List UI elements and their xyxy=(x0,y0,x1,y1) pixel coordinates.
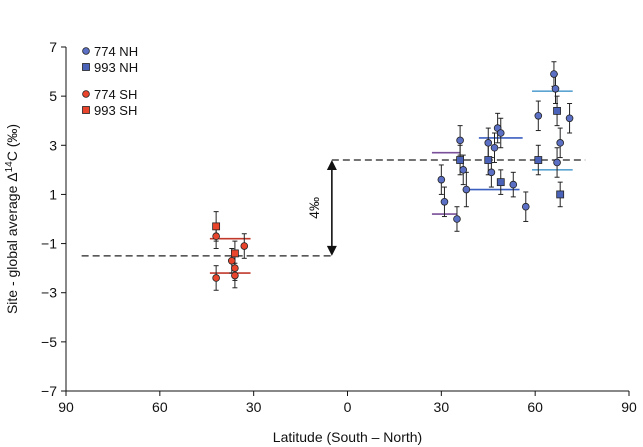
data-point xyxy=(565,114,574,123)
x-tick-label: 30 xyxy=(434,399,450,415)
data-point xyxy=(484,139,493,147)
data-point xyxy=(490,143,499,152)
y-tick-label: −3 xyxy=(41,285,57,301)
data-point xyxy=(521,202,530,211)
y-tick-label: −1 xyxy=(41,236,57,252)
data-point xyxy=(496,178,505,187)
axes xyxy=(65,47,629,392)
data-point xyxy=(551,84,560,93)
x-tick-label: 60 xyxy=(527,399,543,415)
y-axis-title-sup: 14 xyxy=(4,161,15,173)
difference-annotation: 4‰ xyxy=(306,160,337,256)
legend-label: 774 SH xyxy=(94,87,137,102)
data-point xyxy=(440,198,449,206)
legend-label: 993 NH xyxy=(94,60,138,75)
x-tick-label: 30 xyxy=(246,399,262,415)
data-point xyxy=(553,106,561,115)
data-point xyxy=(534,156,543,164)
data-point xyxy=(496,129,505,137)
horizontal-segments xyxy=(209,90,573,274)
x-ticks: 90 60 30 0 30 60 90 xyxy=(58,391,637,415)
legend-label: 774 NH xyxy=(94,44,138,59)
data-point xyxy=(550,70,558,78)
legend-marker xyxy=(82,47,90,55)
data-point xyxy=(231,264,239,272)
error-bars xyxy=(213,61,573,291)
x-tick-label: 0 xyxy=(344,399,352,415)
data-point xyxy=(553,158,561,167)
data-point xyxy=(556,139,564,147)
data-point xyxy=(462,185,471,194)
data-point xyxy=(212,274,220,282)
data-point xyxy=(534,112,543,120)
y-axis-title: Site - global average Δ14C (‰) xyxy=(4,124,21,314)
y-tick-label: −5 xyxy=(41,334,57,350)
data-point xyxy=(459,166,468,174)
x-axis-title: Latitude (South – North) xyxy=(273,429,422,445)
y-axis-title-post: C (‰) xyxy=(4,124,20,161)
y-tick-label: −7 xyxy=(41,383,57,399)
y-tick-label: 7 xyxy=(49,39,57,55)
x-tick-label: 60 xyxy=(152,399,168,415)
data-point xyxy=(453,215,461,223)
x-tick-label: 90 xyxy=(58,399,74,415)
difference-label: 4‰ xyxy=(306,197,322,219)
data-points xyxy=(212,70,574,282)
data-point xyxy=(227,256,236,265)
legend-marker xyxy=(82,63,90,71)
legend-label: 993 SH xyxy=(94,103,137,118)
x-tick-label: 90 xyxy=(621,399,637,415)
reference-lines xyxy=(81,159,586,257)
data-point xyxy=(230,249,239,258)
data-point xyxy=(240,242,249,250)
arrow-head-up xyxy=(326,160,337,171)
data-point xyxy=(456,156,465,164)
arrow-head-down xyxy=(326,245,337,256)
data-point xyxy=(231,271,239,280)
data-point xyxy=(509,180,518,189)
data-point xyxy=(212,232,220,241)
y-tick-label: 5 xyxy=(49,88,57,104)
y-tick-label: 3 xyxy=(49,137,57,153)
y-axis-title-pre: Site - global average Δ xyxy=(4,172,20,314)
data-point xyxy=(456,136,464,145)
legend-marker xyxy=(82,106,90,114)
y-tick-label: 1 xyxy=(49,186,57,202)
data-point xyxy=(437,175,446,184)
legend-marker xyxy=(82,90,90,98)
data-point xyxy=(556,190,565,199)
data-point xyxy=(212,222,221,231)
data-point xyxy=(484,156,493,164)
y-ticks: 7 5 3 1 −1 −3 −5 −7 xyxy=(41,39,66,399)
data-point xyxy=(487,168,496,177)
